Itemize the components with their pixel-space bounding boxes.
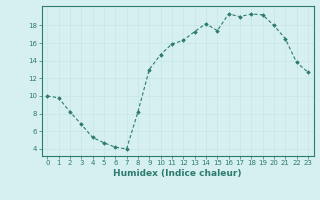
X-axis label: Humidex (Indice chaleur): Humidex (Indice chaleur) xyxy=(113,169,242,178)
